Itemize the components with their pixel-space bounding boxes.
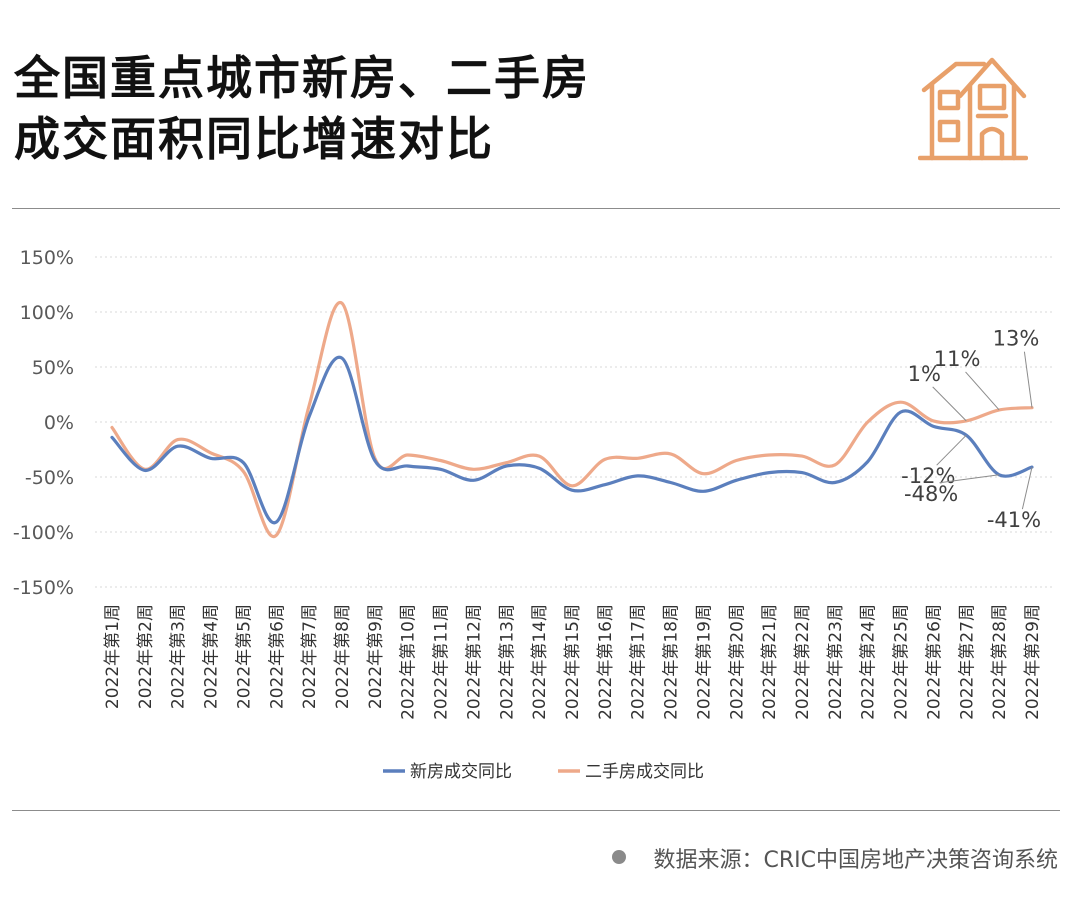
y-tick-label: -150% [13,577,74,599]
x-tick-label: 2022年第2周 [136,604,156,709]
data-label: 1% [908,362,941,386]
x-tick-label: 2022年第18周 [662,604,682,720]
x-tick-label: 2022年第21周 [760,604,780,720]
house-icon [918,57,1028,161]
x-tick-label: 2022年第4周 [202,604,222,709]
title-line-1: 全国重点城市新房、二手房 [14,51,590,105]
data-label: 11% [934,347,981,371]
annotation-leader [965,371,1000,411]
data-label: -12% [901,464,955,488]
bullet-icon [611,850,626,864]
y-tick-label: -50% [25,467,74,489]
data-label: -41% [987,508,1041,532]
x-tick-label: 2022年第13周 [497,604,517,720]
x-tick-label: 2022年第20周 [727,604,747,720]
annotation-leader [939,474,1000,484]
x-tick-label: 2022年第3周 [169,604,189,709]
data-label: 13% [993,327,1040,351]
legend-label: 新房成交同比 [410,762,512,782]
annotation-leader [1021,466,1033,510]
x-tick-label: 2022年第26周 [924,604,944,720]
x-tick-label: 2022年第19周 [694,604,714,720]
series-line-new [110,355,1034,525]
x-tick-label: 2022年第27周 [957,604,977,720]
y-tick-label: 50% [32,357,74,379]
x-tick-label: 2022年第23周 [826,604,846,720]
x-tick-label: 2022年第5周 [234,604,254,709]
y-tick-label: 150% [20,247,74,269]
y-tick-label: -100% [13,522,74,544]
annotation-leader [1023,351,1033,408]
x-tick-label: 2022年第24周 [859,604,879,720]
x-tick-label: 2022年第10周 [399,604,419,720]
x-tick-label: 2022年第12周 [464,604,484,720]
x-tick-label: 2022年第17周 [629,604,649,720]
annotation-leader [932,386,967,422]
x-tick-label: 2022年第7周 [300,604,320,709]
legend-label: 二手房成交同比 [585,762,704,782]
x-tick-label: 2022年第25周 [892,604,912,720]
x-tick-label: 2022年第1周 [103,604,123,709]
x-tick-label: 2022年第22周 [793,604,813,720]
x-tick-label: 2022年第28周 [990,604,1010,720]
title-line-2: 成交面积同比增速对比 [14,112,494,166]
line-chart: -150% -100% -50% 0% 50% 100% 150% 2022年第1周 2022年… [13,247,1052,782]
x-tick-label: 2022年第14周 [530,604,550,720]
y-tick-label: 0% [44,412,74,434]
x-tick-label: 2022年第9周 [366,604,386,709]
data-label: -48% [904,482,958,506]
chart-title: 全国重点城市新房、二手房 成交面积同比增速对比 [14,48,590,170]
annotation-leader [936,434,967,466]
x-tick-label: 2022年第15周 [563,604,583,720]
source-note: 数据来源：CRIC中国房地产决策咨询系统 [611,842,1059,874]
series-line-second [110,301,1034,539]
x-tick-label: 2022年第8周 [333,604,353,709]
bottom-rule [12,810,1060,811]
x-tick-label: 2022年第29周 [1023,604,1043,720]
x-tick-label: 2022年第16周 [596,604,616,720]
y-tick-label: 100% [20,302,74,324]
top-rule [12,208,1060,209]
source-text: 数据来源：CRIC中国房地产决策咨询系统 [653,848,1059,873]
x-tick-label: 2022年第6周 [267,604,287,709]
x-tick-label: 2022年第11周 [432,604,452,720]
